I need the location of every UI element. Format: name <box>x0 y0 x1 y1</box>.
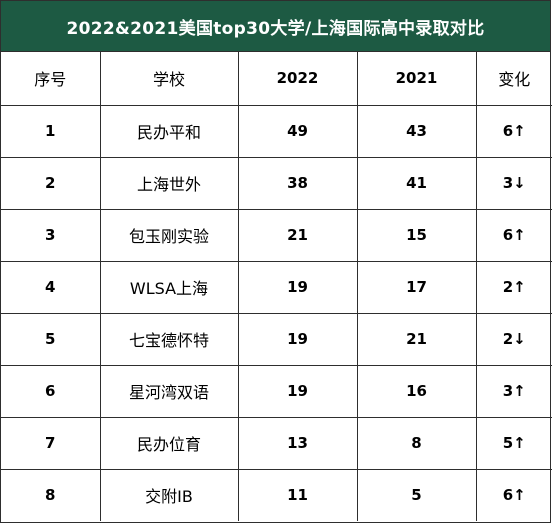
header-rank: 序号 <box>1 52 101 106</box>
rank-cell: 1 <box>1 105 101 158</box>
table-row: 2 上海世外 38 41 3↓ <box>1 156 552 210</box>
table-row: 7 民办位育 13 8 5↑ <box>1 416 552 470</box>
change-cell: 6↑ <box>475 468 552 521</box>
header-school: 学校 <box>99 52 239 106</box>
table-title: 2022&2021美国top30大学/上海国际高中录取对比 <box>1 1 550 52</box>
change-cell: 2↓ <box>475 312 552 366</box>
school-cell: 上海世外 <box>99 156 239 210</box>
table-row: 3 包玉刚实验 21 15 6↑ <box>1 208 552 262</box>
header-row: 序号 学校 2022 2021 变化 <box>1 52 552 106</box>
header-2021: 2021 <box>356 52 477 106</box>
table-row: 4 WLSA上海 19 17 2↑ <box>1 260 552 314</box>
table-row: 6 星河湾双语 19 16 3↑ <box>1 364 552 418</box>
count-2021-cell: 5 <box>356 468 477 521</box>
school-cell: 民办位育 <box>99 416 239 470</box>
rank-cell: 5 <box>1 312 101 366</box>
count-2021-cell: 17 <box>356 260 477 314</box>
change-cell: 5↑ <box>475 416 552 470</box>
table-row: 1 民办平和 49 43 6↑ <box>1 105 552 158</box>
count-2021-cell: 41 <box>356 156 477 210</box>
count-2022-cell: 38 <box>237 156 358 210</box>
table-row: 8 交附IB 11 5 6↑ <box>1 468 552 521</box>
school-cell: 七宝德怀特 <box>99 312 239 366</box>
change-cell: 3↓ <box>475 156 552 210</box>
count-2021-cell: 15 <box>356 208 477 262</box>
count-2022-cell: 13 <box>237 416 358 470</box>
count-2021-cell: 16 <box>356 364 477 418</box>
data-table: 序号 学校 2022 2021 变化 1 民办平和 49 43 6↑ 2 上海世… <box>1 52 552 521</box>
header-2022: 2022 <box>237 52 358 106</box>
school-cell: 星河湾双语 <box>99 364 239 418</box>
school-cell: 交附IB <box>99 468 239 521</box>
rank-cell: 6 <box>1 364 101 418</box>
count-2021-cell: 8 <box>356 416 477 470</box>
count-2022-cell: 49 <box>237 105 358 158</box>
table-row: 5 七宝德怀特 19 21 2↓ <box>1 312 552 366</box>
school-cell: WLSA上海 <box>99 260 239 314</box>
rank-cell: 4 <box>1 260 101 314</box>
school-cell: 包玉刚实验 <box>99 208 239 262</box>
rank-cell: 2 <box>1 156 101 210</box>
change-cell: 6↑ <box>475 105 552 158</box>
count-2022-cell: 19 <box>237 364 358 418</box>
count-2022-cell: 19 <box>237 312 358 366</box>
school-cell: 民办平和 <box>99 105 239 158</box>
rank-cell: 8 <box>1 468 101 521</box>
count-2022-cell: 11 <box>237 468 358 521</box>
count-2021-cell: 43 <box>356 105 477 158</box>
change-cell: 2↑ <box>475 260 552 314</box>
change-cell: 3↑ <box>475 364 552 418</box>
count-2022-cell: 19 <box>237 260 358 314</box>
change-cell: 6↑ <box>475 208 552 262</box>
count-2022-cell: 21 <box>237 208 358 262</box>
rank-cell: 7 <box>1 416 101 470</box>
count-2021-cell: 21 <box>356 312 477 366</box>
rank-cell: 3 <box>1 208 101 262</box>
header-change: 变化 <box>475 52 552 106</box>
